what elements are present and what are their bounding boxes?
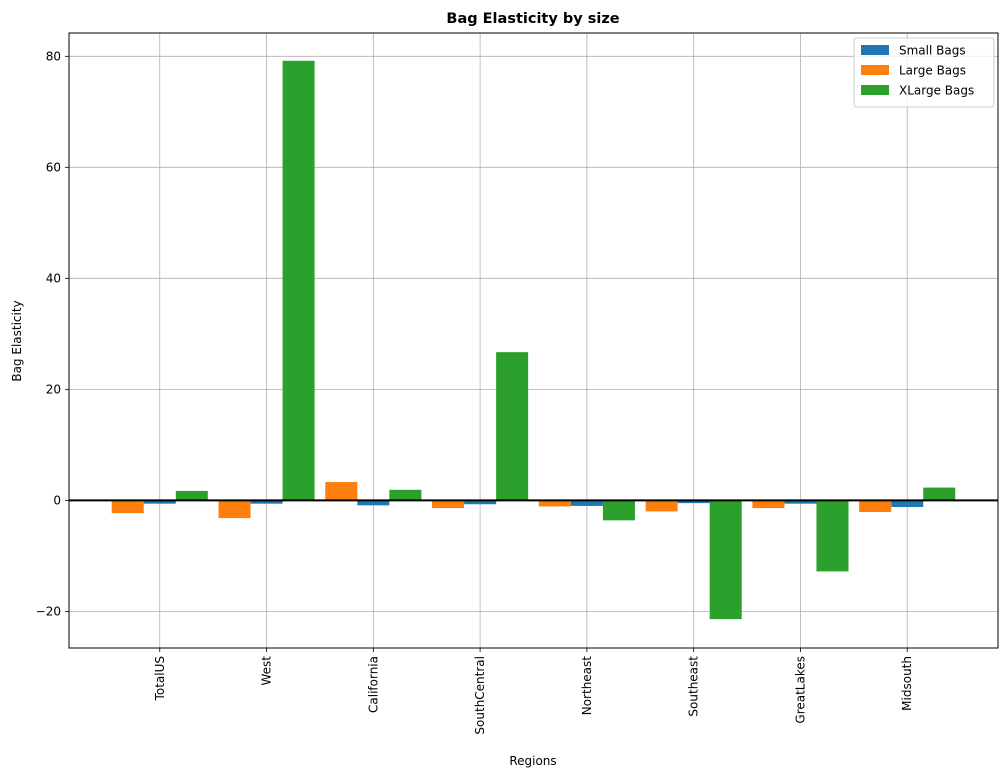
bar-large-bags xyxy=(645,500,678,512)
bar-small-bags xyxy=(357,500,390,506)
legend-swatch xyxy=(861,65,889,75)
y-tick-label: 60 xyxy=(46,160,61,174)
legend-swatch xyxy=(861,85,889,95)
bar-large-bags xyxy=(111,500,144,514)
bar-xlarge-bags xyxy=(282,60,315,501)
bar-large-bags xyxy=(218,500,251,519)
grid xyxy=(69,33,998,648)
y-tick-label: −20 xyxy=(36,604,61,618)
legend-label: XLarge Bags xyxy=(899,84,974,98)
x-tick-label: West xyxy=(260,656,274,686)
bar-xlarge-bags xyxy=(389,489,422,501)
bar-small-bags xyxy=(464,500,497,505)
legend: Small Bags Large Bags XLarge Bags xyxy=(853,37,995,108)
bar-xlarge-bags xyxy=(709,500,742,620)
y-tick-label: 0 xyxy=(53,493,61,507)
bar-xlarge-bags xyxy=(602,500,635,521)
x-tick-label: GreatLakes xyxy=(793,656,807,724)
y-axis-ticks: −20 0 20 40 60 80 xyxy=(36,49,69,618)
bar-large-bags xyxy=(432,500,465,509)
bar-small-bags xyxy=(891,500,924,508)
x-tick-label: TotalUS xyxy=(153,656,167,701)
x-tick-label: California xyxy=(366,656,380,713)
x-tick-label: Midsouth xyxy=(900,656,914,711)
bar-large-bags xyxy=(859,500,892,513)
bar-small-bags xyxy=(570,500,603,506)
bar-large-bags xyxy=(325,482,358,501)
x-axis-label: Regions xyxy=(509,754,556,768)
bar-small-bags xyxy=(250,500,283,504)
bar-large-bags xyxy=(752,500,785,509)
legend-label: Large Bags xyxy=(899,64,966,78)
y-axis-label: Bag Elasticity xyxy=(10,300,24,381)
bar-xlarge-bags xyxy=(496,352,529,501)
x-tick-label: SouthCentral xyxy=(473,656,487,735)
bar-xlarge-bags xyxy=(175,490,208,501)
y-tick-label: 80 xyxy=(46,49,61,63)
bars xyxy=(111,60,956,620)
bar-large-bags xyxy=(538,500,571,507)
y-tick-label: 20 xyxy=(46,382,61,396)
x-tick-label: Southeast xyxy=(687,656,701,717)
x-axis-ticks: TotalUS West California SouthCentral Northea… xyxy=(153,648,914,735)
y-tick-label: 40 xyxy=(46,271,61,285)
bar-small-bags xyxy=(143,500,176,504)
plot-frame xyxy=(68,32,999,649)
bar-xlarge-bags xyxy=(816,500,849,572)
bar-small-bags xyxy=(677,500,710,504)
x-tick-label: Northeast xyxy=(580,656,594,716)
chart-title: Bag Elasticity by size xyxy=(446,11,619,27)
bar-small-bags xyxy=(784,500,817,504)
legend-swatch xyxy=(861,45,889,55)
legend-label: Small Bags xyxy=(899,44,966,58)
bar-xlarge-bags xyxy=(923,487,956,501)
